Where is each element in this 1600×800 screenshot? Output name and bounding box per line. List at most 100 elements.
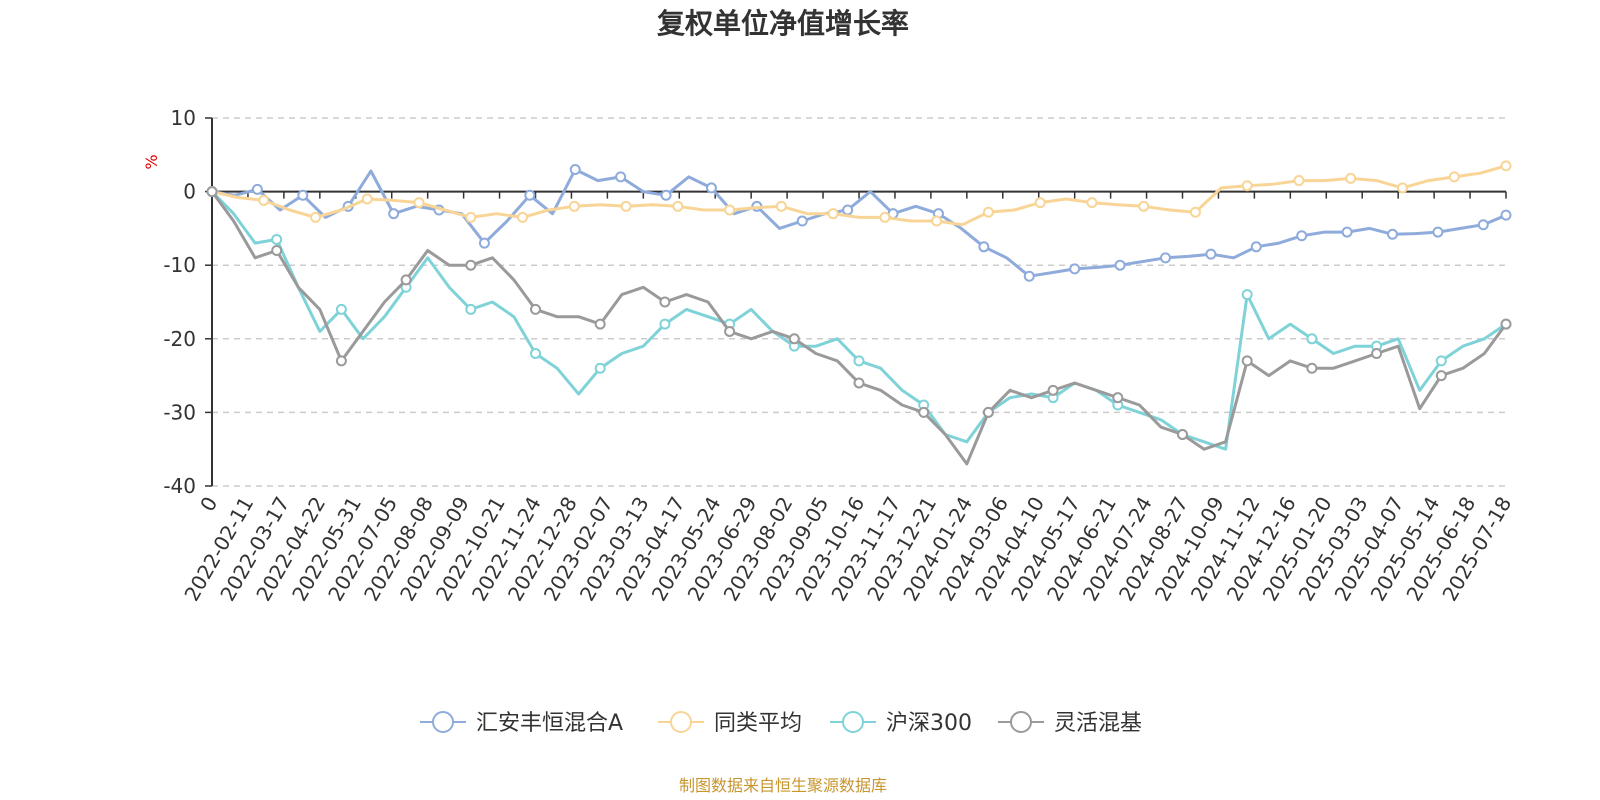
legend-item[interactable]: 沪深300	[830, 711, 972, 736]
data-point	[1047, 384, 1059, 396]
data-point	[1138, 200, 1150, 212]
data-point	[1435, 355, 1447, 367]
data-point	[659, 296, 671, 308]
data-point	[335, 355, 347, 367]
data-point	[659, 318, 671, 330]
data-point	[568, 200, 580, 212]
data-point	[569, 164, 581, 176]
y-tick-label: -30	[163, 400, 196, 424]
data-point	[1435, 370, 1447, 382]
data-point	[1112, 392, 1124, 404]
data-point	[465, 211, 477, 223]
data-point	[1432, 226, 1444, 238]
data-point	[1114, 259, 1126, 271]
data-point	[1386, 228, 1398, 240]
legend-label: 灵活混基	[1054, 711, 1142, 736]
legend-marker	[842, 711, 864, 733]
data-point	[982, 206, 994, 218]
series-3	[206, 186, 1512, 466]
data-point	[530, 303, 541, 315]
series-line	[211, 164, 1507, 227]
data-point	[594, 318, 606, 330]
data-point	[724, 204, 736, 216]
series-lines	[206, 160, 1512, 466]
data-point	[660, 189, 672, 201]
data-point	[1371, 348, 1383, 360]
legend-label: 同类平均	[714, 711, 802, 736]
legend-label: 汇安丰恒混合A	[476, 711, 623, 736]
series-0	[206, 164, 1512, 282]
data-point	[1293, 175, 1305, 187]
data-point	[1205, 248, 1217, 260]
data-point	[1241, 355, 1253, 367]
data-point	[1296, 230, 1308, 242]
data-point	[796, 215, 808, 227]
data-point	[310, 211, 322, 223]
data-point	[842, 204, 854, 216]
data-point	[1189, 206, 1201, 218]
data-point	[297, 189, 309, 201]
data-point	[1241, 180, 1253, 192]
data-point	[978, 241, 990, 253]
data-point	[400, 274, 412, 286]
data-point	[1306, 333, 1318, 345]
legend-item[interactable]: 灵活混基	[998, 711, 1142, 736]
data-point	[1159, 252, 1171, 264]
data-point	[775, 200, 787, 212]
legend-marker	[670, 711, 692, 733]
data-point	[1448, 171, 1460, 183]
data-point	[465, 259, 477, 271]
data-point	[1250, 241, 1262, 253]
axes	[205, 117, 1507, 487]
data-point	[705, 182, 717, 194]
data-point	[1023, 270, 1035, 282]
data-point	[1069, 263, 1081, 275]
series-line	[210, 190, 1508, 466]
data-point	[530, 348, 541, 360]
data-point	[478, 237, 490, 249]
data-point	[1500, 160, 1512, 172]
data-point	[1241, 289, 1253, 301]
y-tick-labels: 10 0 -10 -20 -30 -40	[163, 106, 196, 498]
data-point	[615, 171, 627, 183]
data-point	[620, 200, 632, 212]
x-tick-labels: 02022-02-112022-03-172022-04-222022-05-3…	[179, 492, 1516, 605]
legend-item[interactable]: 汇安丰恒混合A	[420, 711, 623, 736]
y-axis-unit: %	[142, 154, 161, 169]
data-point	[465, 303, 477, 315]
series-2	[206, 186, 1512, 451]
data-point	[827, 208, 839, 220]
data-point	[672, 200, 684, 212]
data-point	[335, 303, 347, 315]
legend-marker	[432, 711, 454, 733]
data-point	[853, 355, 865, 367]
data-point	[1177, 428, 1188, 440]
data-point	[517, 211, 529, 223]
data-point	[879, 211, 891, 223]
data-point	[271, 244, 283, 256]
legend-label: 沪深300	[886, 711, 972, 736]
data-point	[258, 194, 270, 206]
data-point	[271, 233, 283, 245]
source-note: 制图数据来自恒生聚源数据库	[679, 776, 887, 795]
series-1	[206, 160, 1512, 227]
data-point	[388, 208, 400, 220]
y-tick-label: -20	[163, 327, 196, 351]
data-point	[1396, 182, 1408, 194]
legend-item[interactable]: 同类平均	[658, 711, 802, 736]
y-tick-label: -10	[163, 253, 196, 277]
data-point	[1341, 226, 1353, 238]
data-point	[524, 189, 536, 201]
data-point	[361, 193, 373, 205]
data-point	[1500, 209, 1512, 221]
grid-lines	[212, 117, 1506, 487]
data-point	[853, 377, 865, 389]
data-point	[931, 215, 943, 227]
y-tick-label: 10	[171, 106, 196, 130]
data-point	[1345, 172, 1357, 184]
data-point	[251, 183, 263, 195]
series-line	[210, 190, 1507, 451]
data-point	[918, 406, 930, 418]
data-point	[1034, 197, 1046, 209]
